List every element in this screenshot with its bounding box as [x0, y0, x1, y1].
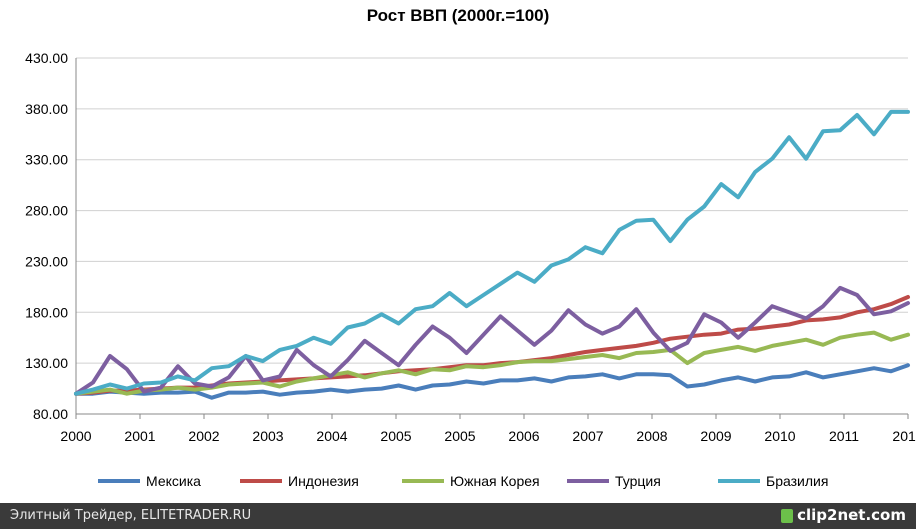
grid-lines [76, 57, 908, 415]
legend-label: Турция [615, 473, 661, 489]
y-tick-label: 330.00 [25, 152, 68, 168]
x-tick-label: 2006 [508, 428, 539, 444]
x-tick-label: 2002 [188, 428, 219, 444]
x-tick-label: 2000 [60, 428, 91, 444]
chart-title: Рост ВВП (2000г.=100) [366, 6, 550, 25]
series-lines [74, 109, 910, 400]
x-tick-label: 2011 [829, 428, 859, 444]
x-tick-label: 2005 [444, 428, 475, 444]
x-tick-label: 2003 [252, 428, 283, 444]
legend-label: Бразилия [766, 473, 828, 489]
line-chart: 430.00 380.00 330.00 280.00 230.00 180.00 130.… [25, 50, 916, 489]
x-tick-label: 2012 [892, 428, 916, 444]
y-tick-label: 80.00 [33, 406, 68, 422]
x-tick-label: 2010 [764, 428, 795, 444]
axes [75, 58, 908, 415]
legend-label: Южная Корея [450, 473, 540, 489]
footer-source-text: Элитный Трейдер, ELITETRADER.RU [10, 508, 252, 523]
y-tick-label: 130.00 [25, 355, 68, 371]
x-axis-ticks: 2000 2001 2002 2003 2004 2005 2005 2006 2007 2008… [60, 414, 916, 444]
footer-logo-text: clip2net.com [797, 506, 906, 524]
x-tick-label: 2007 [572, 428, 603, 444]
series-line [74, 285, 910, 396]
legend-label: Индонезия [288, 473, 359, 489]
y-tick-label: 180.00 [25, 304, 68, 320]
footer-bar: Элитный Трейдер, ELITETRADER.RU clip2net… [0, 503, 916, 529]
x-tick-label: 2001 [124, 428, 155, 444]
series-line [74, 109, 910, 396]
x-tick-label: 2004 [316, 428, 347, 444]
series-line [74, 363, 910, 400]
y-axis-ticks: 430.00 380.00 330.00 280.00 230.00 180.00 130.… [25, 50, 68, 422]
y-tick-label: 430.00 [25, 50, 68, 66]
y-tick-label: 230.00 [25, 253, 68, 269]
x-tick-label: 2005 [380, 428, 411, 444]
footer-logo[interactable]: clip2net.com [781, 506, 906, 524]
legend-label: Мексика [146, 473, 201, 489]
y-tick-label: 380.00 [25, 101, 68, 117]
legend: Мексика Индонезия Южная Корея Турция Бразили… [98, 473, 828, 489]
clip2net-logo-icon [781, 508, 794, 523]
x-tick-label: 2008 [636, 428, 667, 444]
x-tick-label: 2009 [700, 428, 731, 444]
y-tick-label: 280.00 [25, 203, 68, 219]
